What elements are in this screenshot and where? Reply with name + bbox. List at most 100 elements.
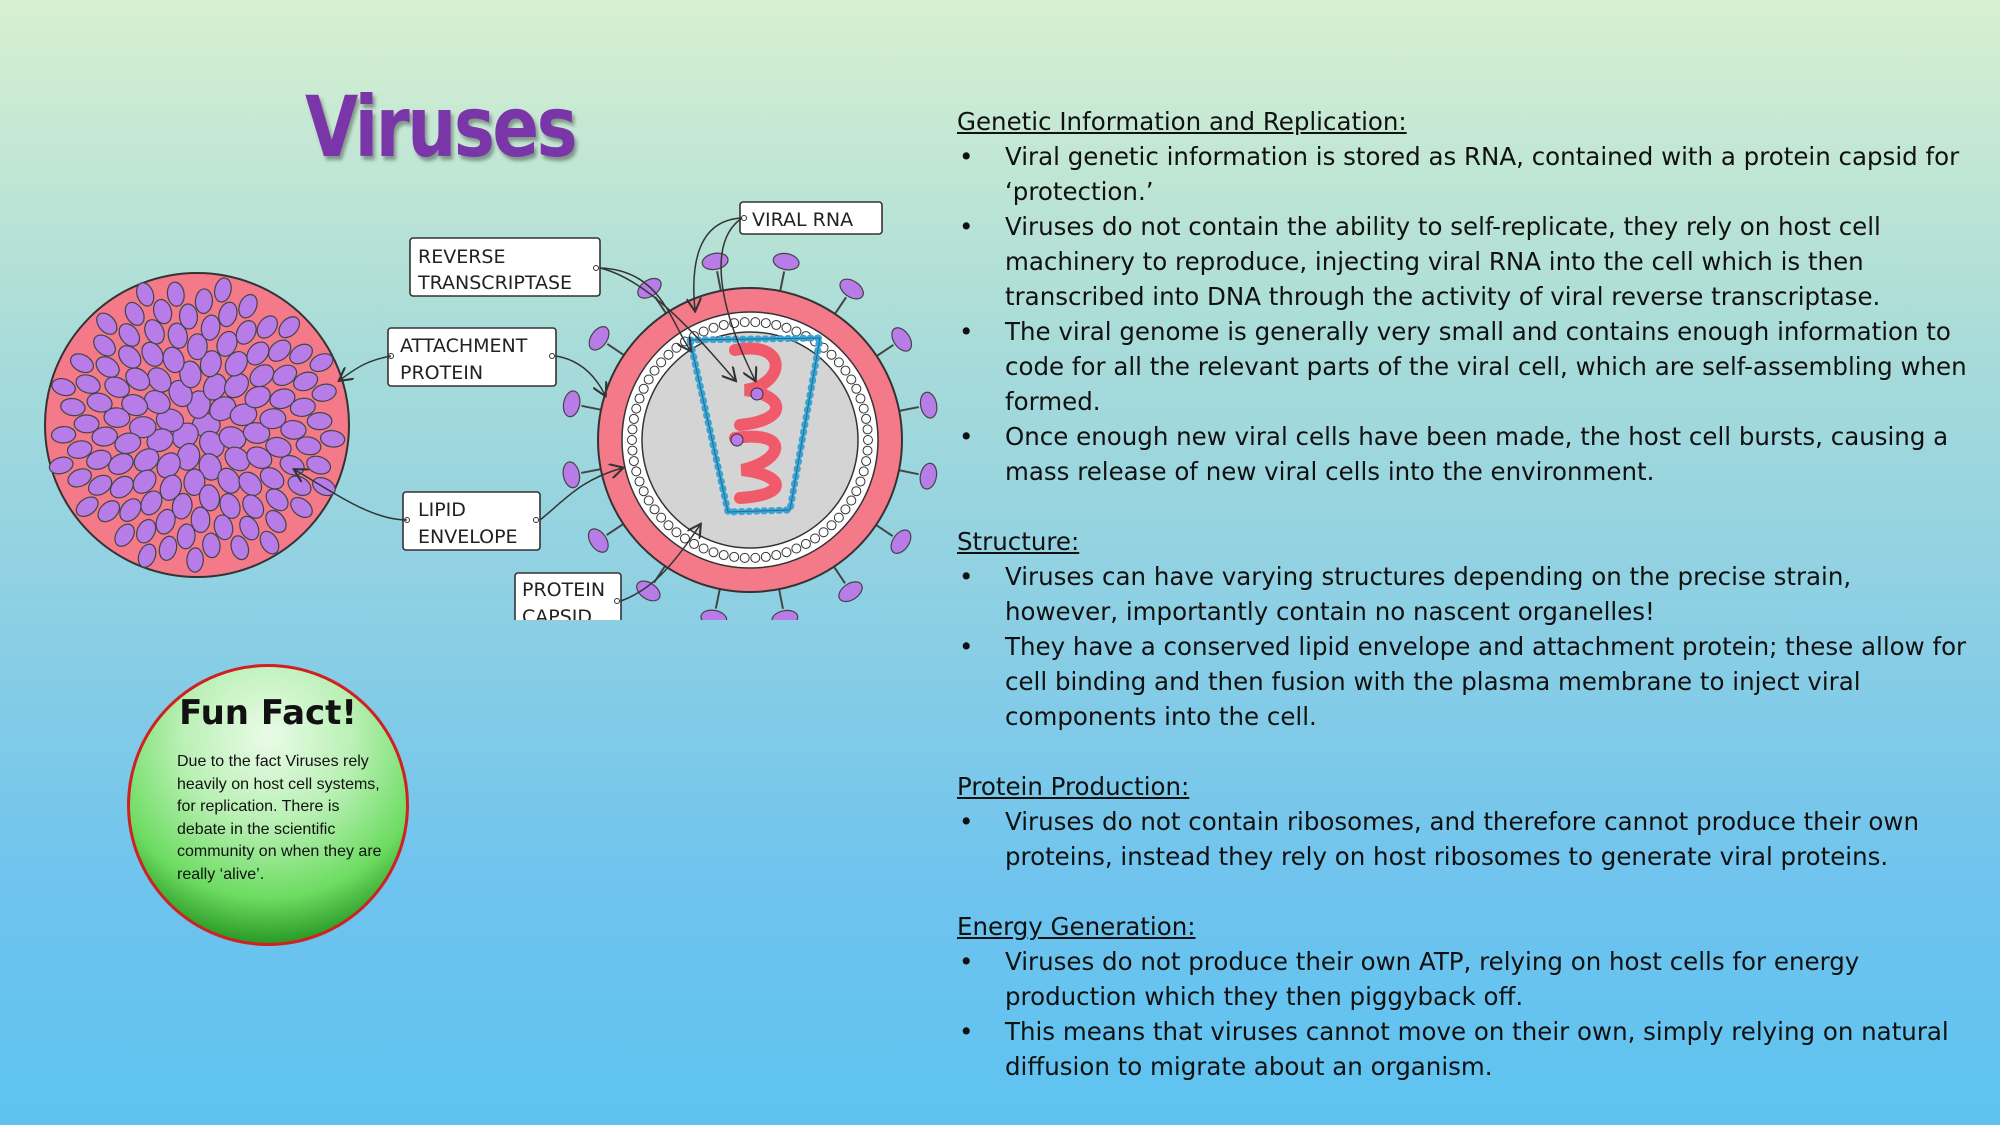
surface-protein bbox=[289, 397, 316, 418]
surface-protein bbox=[218, 301, 238, 328]
bullet-item: The viral genome is generally very small… bbox=[957, 314, 1967, 419]
capsid-bead bbox=[656, 512, 667, 523]
surface-protein bbox=[87, 474, 113, 496]
svg-text:LIPID: LIPID bbox=[418, 499, 466, 521]
spike-head bbox=[562, 461, 581, 489]
fun-fact-circle: Fun Fact! Due to the fact Viruses rely h… bbox=[127, 664, 409, 946]
capsid-bead bbox=[638, 383, 649, 394]
surface-protein bbox=[176, 523, 196, 550]
surface-protein bbox=[224, 446, 251, 472]
capsid-bead bbox=[718, 550, 729, 561]
surface-protein bbox=[238, 471, 263, 497]
surface-protein bbox=[183, 468, 206, 496]
surface-protein bbox=[147, 367, 172, 393]
virus-cross-section bbox=[562, 252, 938, 620]
capsid-bead bbox=[671, 527, 682, 538]
section-protein-production: Protein Production: Viruses do not conta… bbox=[957, 769, 1967, 874]
capsid-bead bbox=[771, 550, 782, 561]
surface-protein bbox=[137, 543, 157, 568]
label-attachment-protein: ATTACHMENT PROTEIN bbox=[387, 327, 557, 387]
surface-protein bbox=[202, 532, 221, 559]
surface-protein bbox=[136, 282, 155, 307]
surface-protein bbox=[118, 323, 141, 347]
capsid-bead bbox=[861, 456, 872, 467]
surface-protein bbox=[278, 316, 301, 339]
reverse-transcriptase-dot bbox=[730, 433, 744, 447]
surface-protein bbox=[104, 376, 130, 399]
svg-text:ENVELOPE: ENVELOPE bbox=[418, 526, 518, 548]
attachment-proteins bbox=[562, 252, 938, 620]
capsid-bead bbox=[656, 357, 667, 368]
capsid-bead bbox=[638, 486, 649, 497]
spike-head bbox=[587, 528, 609, 553]
capsid-bead bbox=[643, 495, 654, 506]
spike-head bbox=[919, 391, 938, 419]
surface-protein bbox=[140, 490, 163, 516]
surface-protein bbox=[48, 456, 74, 475]
spike-stalk bbox=[896, 468, 919, 476]
surface-protein bbox=[132, 469, 157, 494]
capsid-bead bbox=[862, 445, 873, 456]
capsid-bead bbox=[708, 322, 719, 333]
surface-protein bbox=[93, 334, 116, 357]
capsid-bead bbox=[628, 413, 639, 424]
inner-capsid-outline bbox=[689, 337, 821, 513]
surface-protein bbox=[242, 422, 271, 444]
surface-protein bbox=[86, 449, 112, 470]
capsid-bead bbox=[634, 476, 645, 487]
reverse-transcriptase-dot bbox=[750, 387, 764, 401]
surface-protein bbox=[306, 455, 332, 475]
svg-text:REVERSE: REVERSE bbox=[418, 246, 505, 268]
surface-protein bbox=[242, 494, 265, 519]
capsid-bead bbox=[739, 552, 750, 563]
surface-protein bbox=[143, 389, 171, 415]
surface-proteins bbox=[48, 277, 346, 573]
capsid-bead bbox=[649, 365, 660, 376]
capsid-bead bbox=[760, 551, 771, 562]
surface-protein bbox=[158, 535, 178, 561]
capsid-bead bbox=[627, 424, 638, 435]
surface-protein bbox=[176, 442, 201, 471]
capsid-bead bbox=[781, 547, 792, 558]
surface-protein bbox=[133, 448, 160, 472]
spike-stalk bbox=[873, 522, 894, 537]
spike-head bbox=[839, 278, 864, 300]
surface-protein bbox=[60, 397, 86, 417]
spike-stalk bbox=[832, 564, 846, 584]
bullet-item: Once enough new viral cells have been ma… bbox=[957, 419, 1967, 489]
surface-protein bbox=[224, 351, 248, 377]
surface-protein bbox=[144, 319, 165, 345]
spike-stalk bbox=[777, 587, 784, 610]
spike-stalk bbox=[874, 344, 894, 358]
surface-protein bbox=[194, 288, 214, 315]
surface-protein bbox=[213, 514, 234, 541]
capsid-bead bbox=[649, 504, 660, 515]
capsid-bead bbox=[851, 383, 862, 394]
label-lipid-envelope: LIPID ENVELOPE bbox=[402, 491, 541, 551]
spike-head bbox=[636, 580, 661, 602]
capsid-bead bbox=[833, 512, 844, 523]
capsid-bead bbox=[791, 326, 802, 337]
capsid-bead bbox=[861, 413, 872, 424]
surface-protein bbox=[309, 353, 334, 373]
capsid-bead bbox=[718, 319, 729, 330]
capsid-bead bbox=[627, 445, 638, 456]
capsid-bead bbox=[708, 547, 719, 558]
capsid-bead bbox=[858, 466, 869, 477]
capsid-bead bbox=[855, 476, 866, 487]
surface-protein bbox=[249, 364, 275, 388]
capsid-bead bbox=[863, 435, 873, 445]
surface-protein bbox=[229, 403, 258, 427]
bullet-list: Viruses can have varying structures depe… bbox=[957, 559, 1967, 734]
surface-protein bbox=[293, 371, 319, 392]
surface-protein bbox=[156, 452, 181, 479]
surface-protein bbox=[69, 353, 95, 374]
surface-protein bbox=[217, 467, 241, 494]
surface-protein bbox=[96, 312, 118, 335]
surface-protein bbox=[152, 298, 173, 325]
spike-stalk bbox=[716, 270, 723, 293]
capsid-bead bbox=[627, 435, 637, 445]
label-reverse-transcriptase: REVERSE TRANSCRIPTASE bbox=[409, 237, 601, 297]
capsid-bead bbox=[833, 357, 844, 368]
capsid-bead bbox=[858, 403, 869, 414]
